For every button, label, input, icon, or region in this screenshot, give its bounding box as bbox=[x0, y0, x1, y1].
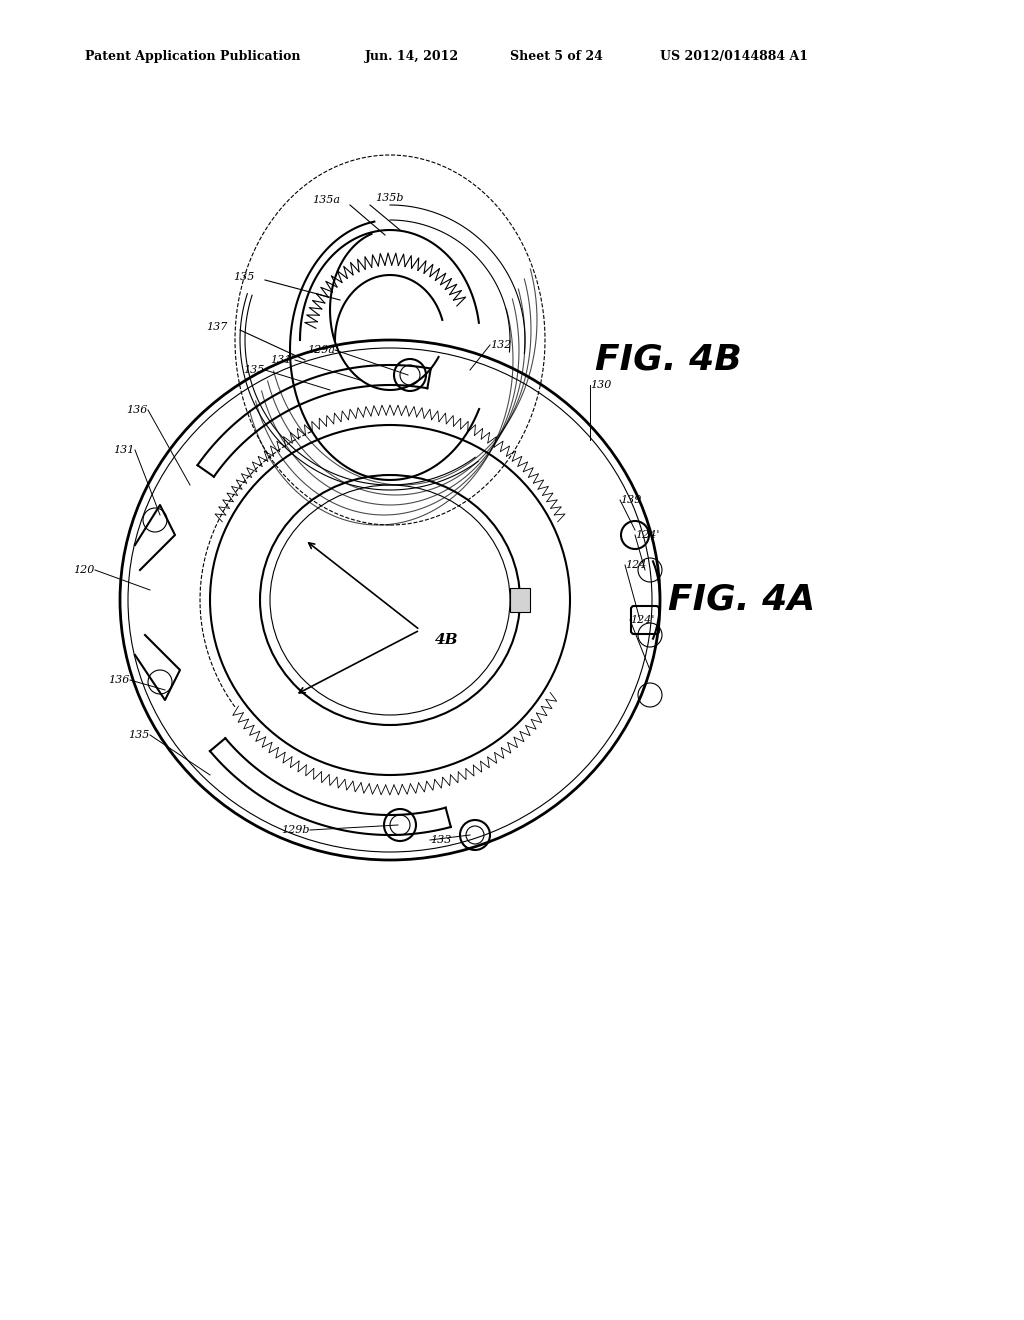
Text: 137: 137 bbox=[207, 322, 228, 333]
Text: 124': 124' bbox=[630, 615, 654, 624]
Text: 129b: 129b bbox=[282, 825, 310, 836]
Text: 135: 135 bbox=[129, 730, 150, 741]
Text: 139: 139 bbox=[620, 495, 641, 506]
Text: 136: 136 bbox=[109, 675, 130, 685]
Text: 135: 135 bbox=[233, 272, 255, 282]
Text: US 2012/0144884 A1: US 2012/0144884 A1 bbox=[660, 50, 808, 63]
Text: 133: 133 bbox=[430, 836, 452, 845]
Text: 124': 124' bbox=[635, 531, 659, 540]
Text: Patent Application Publication: Patent Application Publication bbox=[85, 50, 300, 63]
Bar bbox=[510, 587, 530, 612]
Text: 131': 131' bbox=[270, 355, 295, 366]
Text: 129a: 129a bbox=[307, 345, 335, 355]
Text: 131: 131 bbox=[114, 445, 135, 455]
Text: 120: 120 bbox=[74, 565, 95, 576]
Text: 136: 136 bbox=[127, 405, 148, 414]
Text: FIG. 4A: FIG. 4A bbox=[668, 583, 815, 616]
Text: 132: 132 bbox=[490, 341, 511, 350]
Text: 124: 124 bbox=[625, 560, 646, 570]
Text: Sheet 5 of 24: Sheet 5 of 24 bbox=[510, 50, 603, 63]
Text: 135b: 135b bbox=[375, 193, 403, 203]
Text: 4B: 4B bbox=[435, 634, 459, 647]
Text: 135a: 135a bbox=[312, 195, 340, 205]
Text: FIG. 4B: FIG. 4B bbox=[595, 343, 741, 378]
Text: 135: 135 bbox=[244, 366, 265, 375]
Text: 130: 130 bbox=[590, 380, 611, 389]
Text: Jun. 14, 2012: Jun. 14, 2012 bbox=[365, 50, 459, 63]
